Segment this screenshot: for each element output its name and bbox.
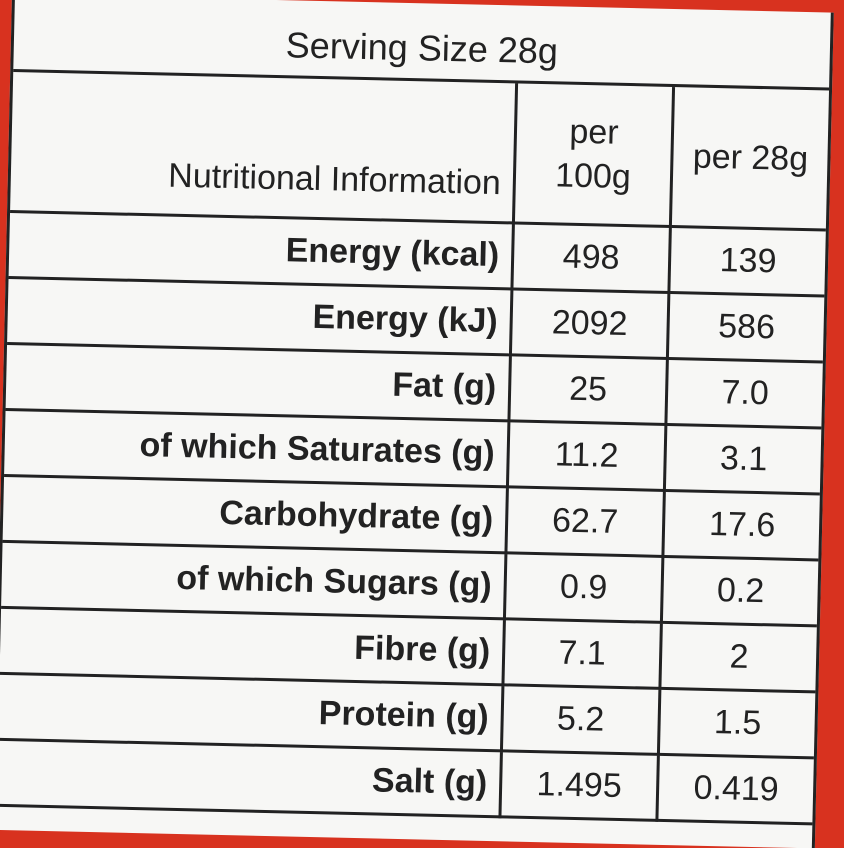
nutrient-value: 11.2	[507, 420, 666, 491]
nutrient-name: Protein (g)	[0, 673, 503, 751]
nutrient-name: Fat (g)	[5, 343, 511, 421]
nutrient-value: 7.0	[665, 358, 823, 428]
column-header: per 100g	[513, 83, 674, 227]
table-heading: Nutritional Information	[10, 72, 517, 223]
nutrient-name: Salt (g)	[0, 739, 502, 817]
column-header: per 28g	[670, 87, 830, 231]
nutrient-value: 2	[659, 622, 817, 692]
nutrient-value: 62.7	[505, 486, 665, 557]
nutrient-value: 3.1	[664, 424, 822, 494]
nutrient-value: 17.6	[662, 490, 820, 560]
nutrient-name: Carbohydrate (g)	[2, 475, 508, 553]
nutrient-value: 1.495	[499, 750, 659, 821]
nutrient-name: of which Saturates (g)	[4, 409, 509, 487]
nutrition-table: Nutritional Information per 100g per 28g E…	[0, 72, 830, 825]
nutrient-value: 7.1	[502, 618, 662, 689]
nutrient-value: 2092	[510, 288, 669, 359]
nutrient-name: Energy (kJ)	[7, 277, 512, 355]
nutrient-name: Fibre (g)	[0, 607, 505, 685]
nutrient-name: Energy (kcal)	[8, 211, 514, 289]
nutrient-value: 586	[667, 292, 825, 362]
nutrient-value: 0.419	[656, 754, 814, 824]
table-header: Nutritional Information per 100g per 28g	[10, 72, 830, 231]
nutrient-value: 0.2	[661, 556, 819, 626]
nutrient-value: 25	[508, 354, 668, 425]
nutrient-value: 0.9	[504, 552, 663, 623]
nutrient-value: 5.2	[501, 684, 660, 755]
nutrient-value: 498	[511, 222, 671, 293]
header-row: Nutritional Information per 100g per 28g	[10, 72, 830, 231]
nutrient-value: 139	[668, 226, 826, 297]
table-body: Energy (kcal) 498 139 Energy (kJ) 2092 586 Fat…	[0, 211, 826, 824]
nutrient-name: of which Sugars (g)	[1, 541, 506, 619]
nutrient-value: 1.5	[658, 688, 816, 758]
